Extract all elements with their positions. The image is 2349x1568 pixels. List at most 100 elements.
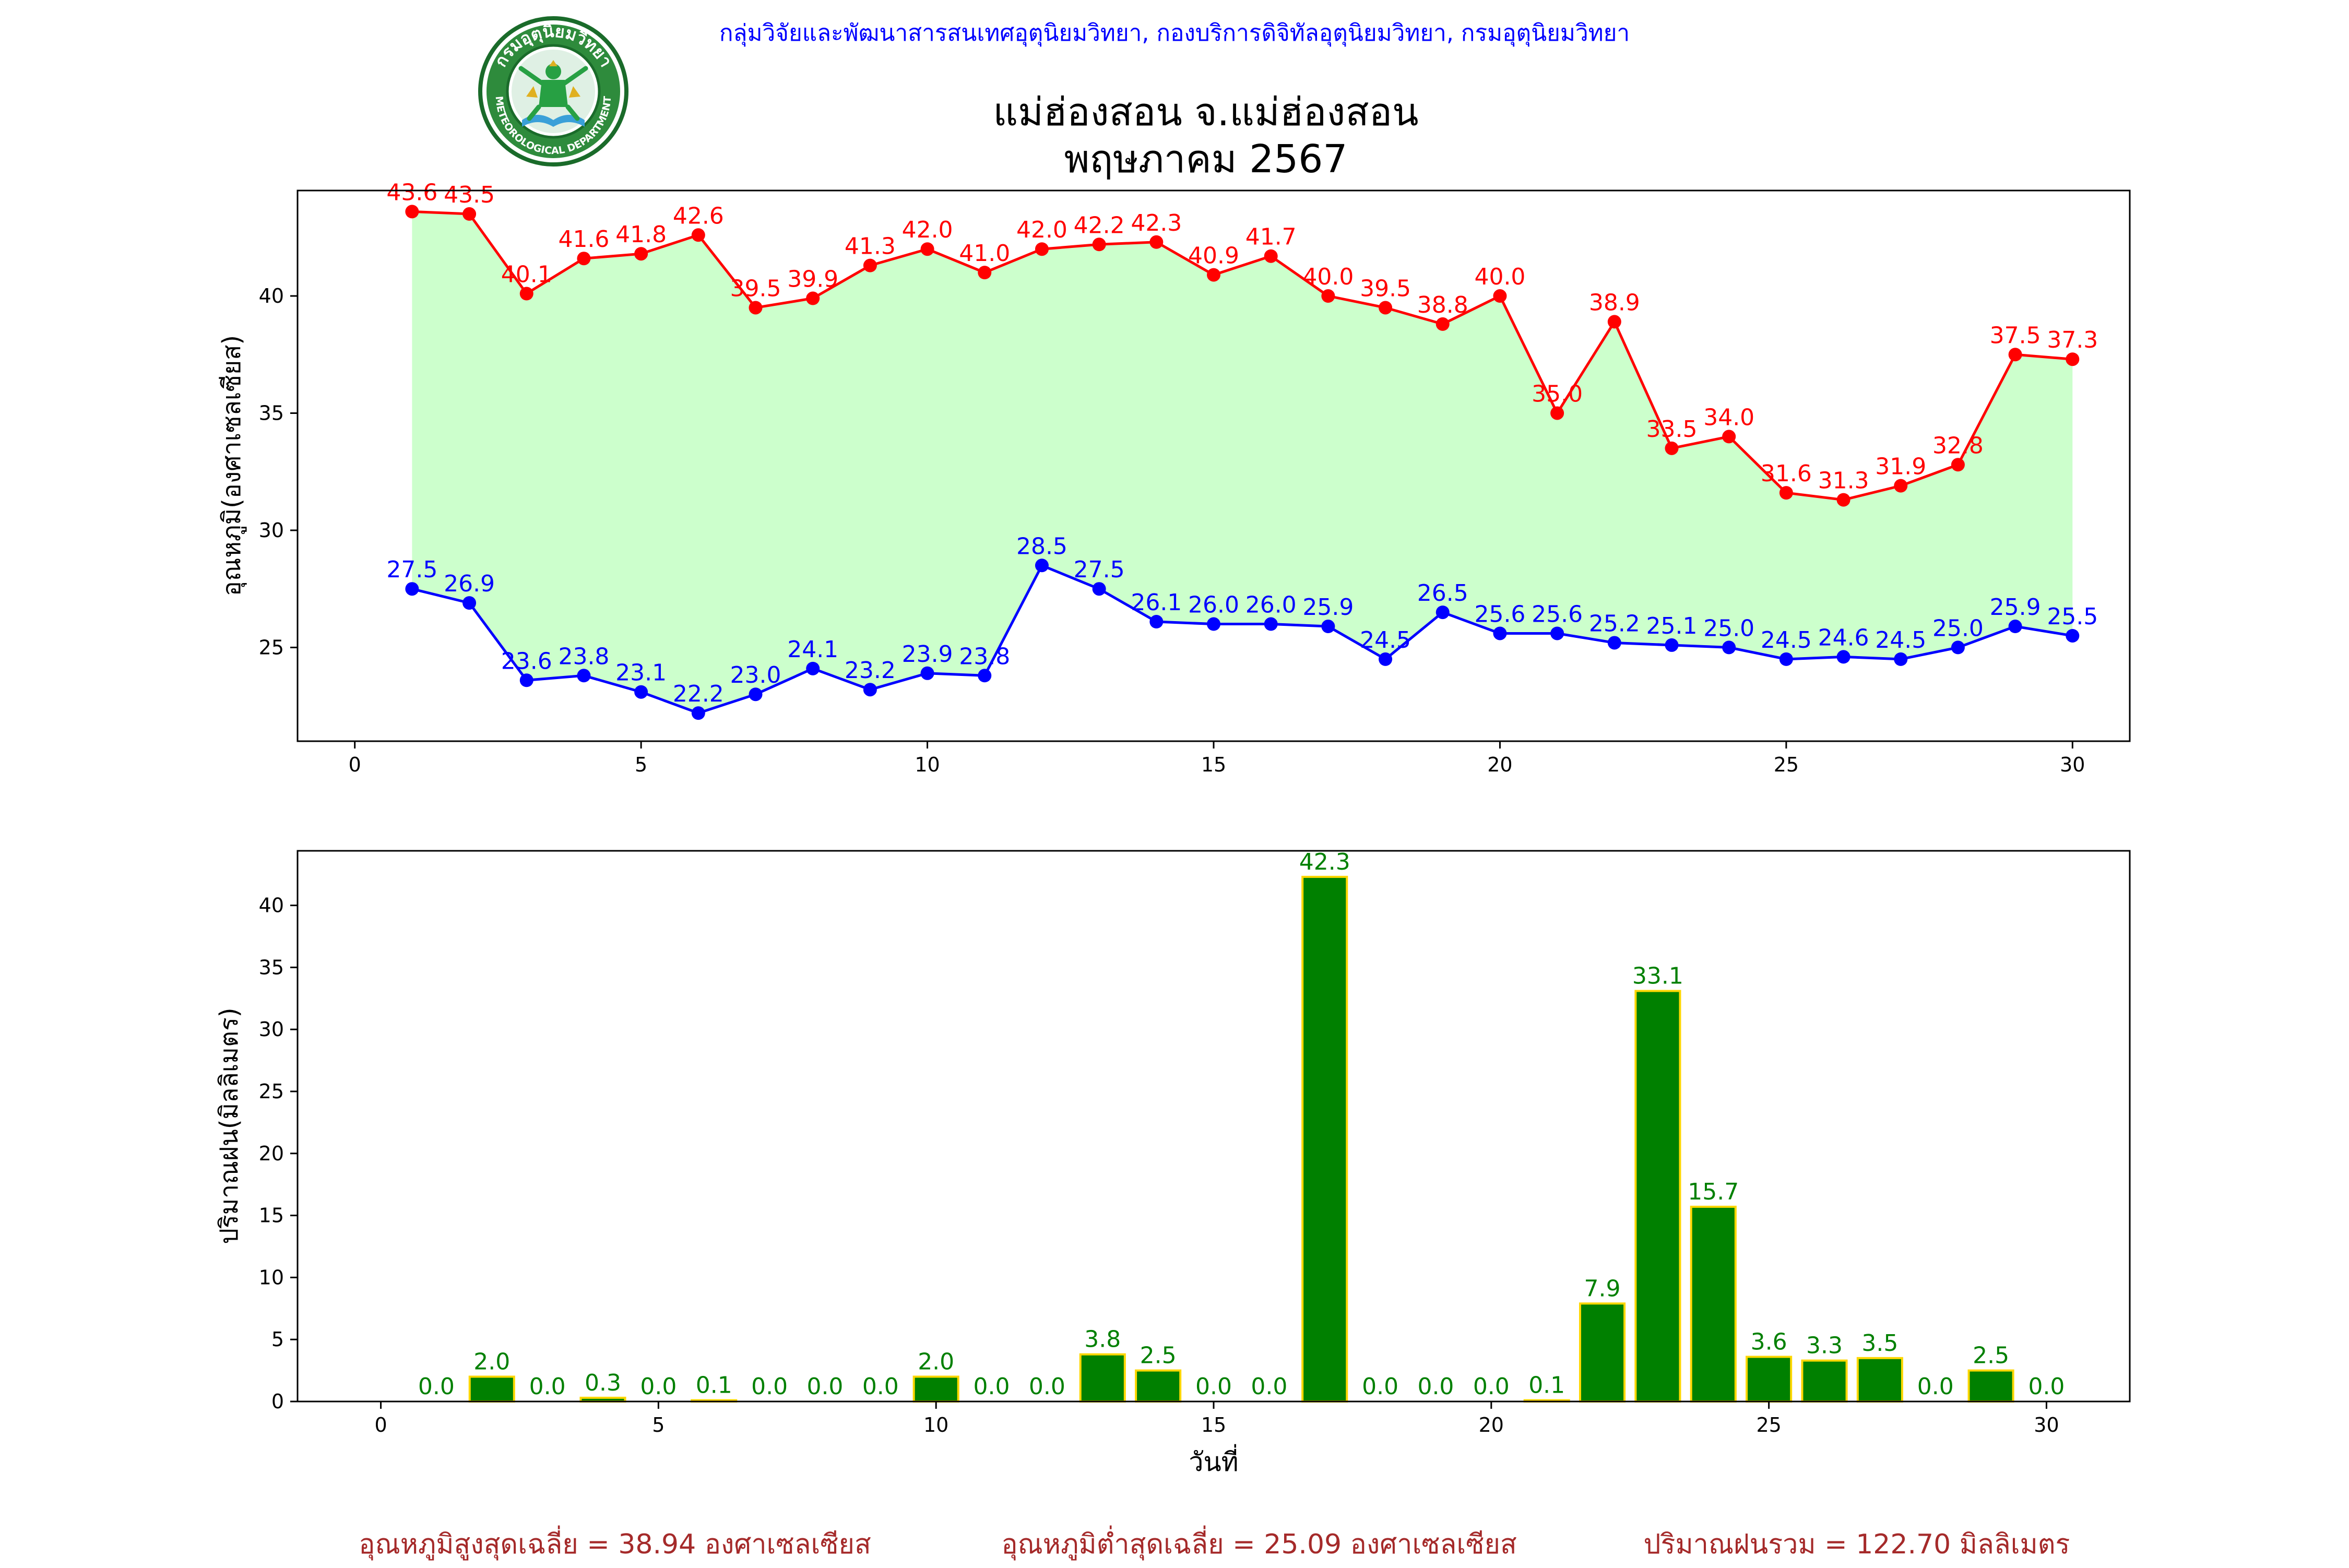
label-max-day-10: 42.0 bbox=[902, 217, 953, 243]
temperature-y-tick-25: 25 bbox=[259, 636, 284, 659]
point-min-day-2 bbox=[462, 596, 477, 610]
point-min-day-29 bbox=[2008, 620, 2022, 634]
point-max-day-6 bbox=[691, 228, 705, 242]
label-min-day-1: 27.5 bbox=[386, 556, 437, 583]
point-min-day-23 bbox=[1665, 638, 1679, 652]
point-min-day-19 bbox=[1436, 605, 1450, 620]
point-max-day-18 bbox=[1379, 301, 1393, 315]
point-max-day-15 bbox=[1207, 268, 1220, 282]
rain-label-day-22: 7.9 bbox=[1584, 1275, 1621, 1302]
rainfall-x-axis-label: วันที่ bbox=[1189, 1444, 1238, 1477]
label-max-day-8: 39.9 bbox=[787, 266, 838, 293]
rain-label-day-26: 3.3 bbox=[1806, 1333, 1843, 1359]
rain-label-day-23: 33.1 bbox=[1632, 963, 1683, 990]
rain-bar-day-10 bbox=[912, 1375, 959, 1403]
point-min-day-15 bbox=[1207, 617, 1220, 631]
point-max-day-26 bbox=[1836, 493, 1850, 507]
label-max-day-9: 41.3 bbox=[845, 233, 896, 260]
point-min-day-10 bbox=[920, 666, 934, 680]
rain-label-day-25: 3.6 bbox=[1751, 1328, 1787, 1355]
label-max-day-26: 31.3 bbox=[1818, 468, 1869, 494]
temperature-x-tick-5: 5 bbox=[635, 753, 647, 776]
point-min-day-7 bbox=[749, 687, 763, 702]
label-min-day-15: 26.0 bbox=[1188, 592, 1239, 619]
label-min-day-11: 23.8 bbox=[959, 643, 1010, 670]
point-max-day-19 bbox=[1436, 317, 1450, 331]
rain-bar-day-13 bbox=[1079, 1353, 1126, 1403]
temperature-chart: 43.6 43.540.141.6 41.842.639.5 39.941.342.0… bbox=[217, 179, 2131, 776]
label-max-day-14: 42.3 bbox=[1131, 210, 1182, 236]
rain-label-day-6: 0.1 bbox=[696, 1372, 732, 1399]
rain-bar-day-17 bbox=[1301, 875, 1348, 1403]
point-max-day-28 bbox=[1951, 458, 1965, 472]
point-max-day-20 bbox=[1493, 289, 1507, 303]
rainfall-y-tick-5: 5 bbox=[271, 1328, 284, 1351]
rainfall-x-tick-10: 10 bbox=[923, 1413, 948, 1436]
label-max-day-21: 35.0 bbox=[1532, 381, 1583, 407]
label-min-day-22: 25.2 bbox=[1589, 610, 1640, 637]
rainfall-y-tick-15: 15 bbox=[259, 1204, 284, 1227]
rainfall-y-tick-30: 30 bbox=[259, 1018, 284, 1041]
rain-label-day-10: 2.0 bbox=[918, 1348, 954, 1375]
label-min-day-8: 24.1 bbox=[787, 636, 838, 663]
rain-bar-day-25 bbox=[1746, 1356, 1793, 1403]
point-max-day-3 bbox=[519, 287, 533, 301]
point-min-day-17 bbox=[1321, 620, 1335, 634]
label-min-day-3: 23.6 bbox=[501, 648, 552, 674]
point-min-day-28 bbox=[1951, 640, 1965, 655]
label-max-day-29: 37.5 bbox=[1990, 322, 2041, 349]
rainfall-y-tick-0: 0 bbox=[271, 1390, 284, 1413]
point-min-day-5 bbox=[634, 685, 648, 699]
label-min-day-27: 24.5 bbox=[1875, 627, 1926, 654]
point-max-day-22 bbox=[1607, 315, 1621, 329]
point-max-day-17 bbox=[1321, 289, 1335, 303]
rain-label-day-12: 0.0 bbox=[1029, 1373, 1065, 1400]
temperature-plot-frame bbox=[296, 189, 2131, 742]
label-min-day-29: 25.9 bbox=[1990, 594, 2041, 621]
label-max-day-27: 31.9 bbox=[1875, 454, 1926, 480]
rainfall-x-tick-20: 20 bbox=[1479, 1413, 1504, 1436]
rain-bar-day-23 bbox=[1634, 990, 1681, 1403]
label-min-day-19: 26.5 bbox=[1417, 580, 1468, 607]
temperature-x-tick-10: 10 bbox=[915, 753, 940, 776]
rain-label-day-29: 2.5 bbox=[1973, 1343, 2009, 1369]
label-max-day-24: 34.0 bbox=[1703, 404, 1754, 431]
label-min-day-21: 25.6 bbox=[1532, 601, 1583, 627]
label-max-day-19: 38.8 bbox=[1417, 292, 1468, 318]
temperature-y-tick-40: 40 bbox=[259, 284, 284, 307]
label-min-day-7: 23.0 bbox=[730, 662, 781, 688]
label-min-day-24: 25.0 bbox=[1703, 615, 1754, 642]
line-max-temperature bbox=[412, 210, 2073, 502]
summary-avg-min: อุณหภูมิต่ำสุดเฉลี่ย = 25.09 องศาเซลเซีย… bbox=[1001, 1525, 1516, 1561]
rain-bar-day-26 bbox=[1801, 1359, 1848, 1403]
label-max-day-4: 41.6 bbox=[558, 226, 609, 253]
point-max-day-4 bbox=[577, 252, 591, 266]
label-max-day-23: 33.5 bbox=[1646, 416, 1698, 443]
rainfall-x-tick-30: 30 bbox=[2034, 1413, 2059, 1436]
rain-bar-day-14 bbox=[1135, 1369, 1182, 1403]
rain-label-day-1: 0.0 bbox=[418, 1373, 455, 1400]
point-min-day-13 bbox=[1092, 582, 1106, 596]
label-min-day-17: 25.9 bbox=[1302, 594, 1354, 621]
rain-label-day-5: 0.0 bbox=[640, 1373, 677, 1400]
point-min-day-9 bbox=[863, 683, 877, 697]
rainfall-chart: 0.0 2.0 0.0 0.3 0.0 0.1 0.0 0.0 0.0 2.0 0.0 0.0 3.8 2… bbox=[215, 849, 2131, 1477]
point-min-day-16 bbox=[1264, 617, 1278, 631]
rain-label-day-21: 0.1 bbox=[1528, 1372, 1565, 1399]
rain-label-day-2: 2.0 bbox=[473, 1348, 510, 1375]
agency-text: กลุ่มวิจัยและพัฒนาสารสนเทศอุตุนิยมวิทยา,… bbox=[719, 20, 1630, 47]
point-max-day-12 bbox=[1035, 242, 1049, 256]
label-min-day-25: 24.5 bbox=[1761, 627, 1812, 654]
label-max-day-25: 31.6 bbox=[1761, 460, 1812, 487]
rain-label-day-27: 3.5 bbox=[1861, 1330, 1898, 1357]
label-min-day-5: 23.1 bbox=[615, 660, 667, 686]
label-max-day-15: 40.9 bbox=[1188, 243, 1239, 269]
point-min-day-21 bbox=[1550, 626, 1564, 640]
rainfall-x-tick-15: 15 bbox=[1201, 1413, 1226, 1436]
point-max-day-13 bbox=[1092, 237, 1106, 252]
point-min-day-22 bbox=[1607, 636, 1621, 650]
line-min-temperature bbox=[411, 564, 2073, 715]
label-max-day-12: 42.0 bbox=[1016, 217, 1067, 243]
point-min-day-25 bbox=[1779, 652, 1793, 666]
